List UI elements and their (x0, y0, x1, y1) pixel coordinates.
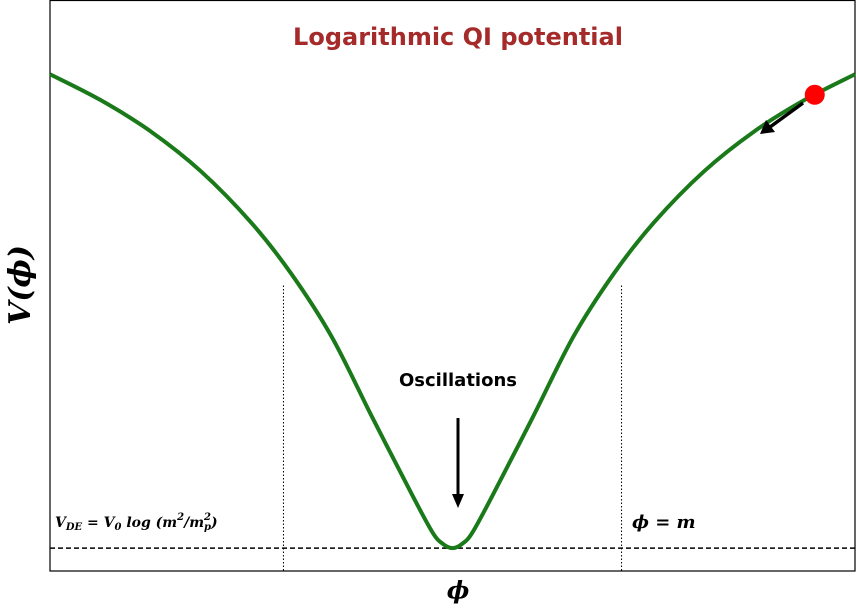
formula-part: DE (65, 522, 83, 533)
y-axis-label: V(ϕ) (3, 245, 38, 325)
annotation: Oscillations (399, 370, 517, 391)
formula-part: = V (82, 515, 116, 531)
chart-title: Logarithmic QI potential (293, 23, 623, 51)
arrow-head (452, 494, 464, 508)
formula-part: /m (182, 515, 204, 531)
plot-frame (49, 0, 856, 572)
formula-part: 2 (203, 512, 211, 523)
ball-marker (804, 84, 825, 105)
formula-part: V (55, 515, 68, 531)
formula-part: 0 (115, 522, 122, 533)
formula-part: 2 (176, 512, 184, 523)
curve (49, 72, 856, 551)
formula-part: p (204, 522, 211, 533)
arrow-shaft (768, 101, 805, 129)
annotation: ϕ = m (632, 512, 696, 533)
arrow-head (760, 120, 775, 134)
x-axis-label: ϕ (447, 576, 470, 605)
formula-part: log (m (121, 515, 177, 531)
plot-area (49, 72, 856, 571)
formula-annotation: VDE = V0 log (m2/m2 p) (55, 512, 218, 533)
formula-part: ) (210, 515, 218, 531)
